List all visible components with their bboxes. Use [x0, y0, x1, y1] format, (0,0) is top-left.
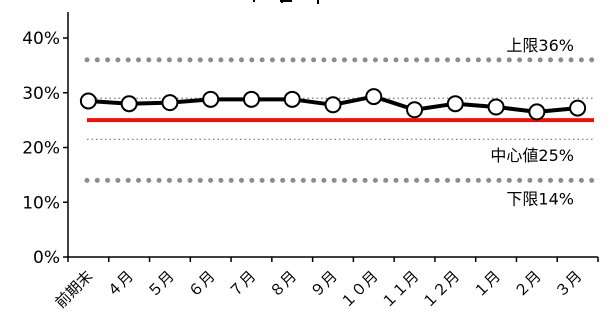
y-tick-label: 0%: [33, 248, 60, 268]
series-layer: [79, 88, 587, 121]
y-tick-label: 10%: [22, 193, 60, 213]
data-point: [242, 90, 260, 108]
reference-lines: [84, 57, 597, 183]
data-point: [569, 99, 587, 117]
data-point: [324, 96, 342, 114]
data-point: [120, 95, 138, 113]
data-point: [365, 88, 383, 106]
title-fragment: [253, 0, 319, 4]
data-point: [528, 103, 546, 121]
data-point: [202, 90, 220, 108]
data-point: [79, 92, 97, 110]
data-point: [283, 90, 301, 108]
y-tick-label: 40%: [22, 29, 60, 49]
axes: [67, 12, 598, 258]
data-point: [487, 98, 505, 116]
y-axis-ticks: 0% 10% 20% 30% 40%: [22, 29, 68, 268]
y-tick-label: 30%: [22, 84, 60, 104]
data-point: [161, 94, 179, 112]
y-tick-label: 20%: [22, 139, 60, 159]
reference-label: 上限36%: [506, 36, 574, 55]
data-point: [446, 95, 464, 113]
data-point: [406, 101, 424, 119]
reference-label: 中心値25%: [490, 146, 574, 165]
reference-label: 下限14%: [506, 189, 574, 208]
reference-labels: 上限36% 中心値25% 下限14%: [490, 36, 574, 208]
